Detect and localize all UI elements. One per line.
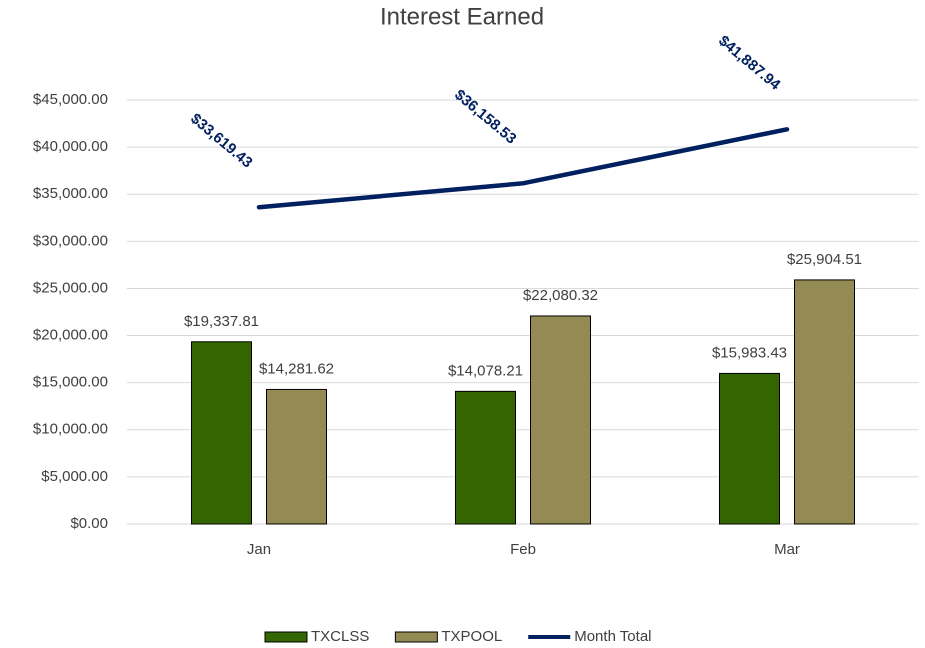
bar-value-label: $22,080.32 — [523, 287, 598, 304]
y-tick-label: $25,000.00 — [33, 279, 108, 296]
bar — [191, 341, 252, 525]
line — [256, 127, 790, 210]
y-tick-label: $0.00 — [70, 515, 108, 532]
bar-value-label: $14,078.21 — [448, 362, 523, 379]
y-tick-label: $45,000.00 — [33, 91, 108, 108]
bar-value-label: $15,983.43 — [712, 344, 787, 361]
x-tick-label: Jan — [247, 541, 271, 558]
bar-value-label: $14,281.62 — [259, 360, 334, 377]
y-tick-label: $5,000.00 — [41, 468, 108, 485]
line-value-label: $33,619.43 — [187, 110, 255, 171]
chart-title: Interest Earned — [380, 3, 544, 30]
bar — [530, 315, 591, 525]
bar-value-label: $25,904.51 — [787, 251, 862, 268]
y-tick-label: $10,000.00 — [33, 421, 108, 438]
x-tick-label: Mar — [774, 541, 800, 558]
y-tick-label: $20,000.00 — [33, 327, 108, 344]
bar — [719, 372, 780, 525]
y-tick-label: $30,000.00 — [33, 232, 108, 249]
line-value-label: $36,158.53 — [451, 86, 519, 147]
bar — [794, 279, 855, 525]
bar — [455, 390, 516, 525]
legend-swatch — [264, 631, 308, 643]
x-tick-label: Feb — [510, 541, 536, 558]
y-tick-label: $35,000.00 — [33, 185, 108, 202]
legend-swatch — [394, 631, 438, 643]
bar — [266, 388, 327, 525]
line-value-label: $41,887.94 — [715, 32, 784, 94]
legend-label: Month Total — [574, 628, 651, 645]
y-tick-label: $15,000.00 — [33, 374, 108, 391]
legend-label: TXPOOL — [441, 628, 502, 645]
y-tick-label: $40,000.00 — [33, 138, 108, 155]
bar-value-label: $19,337.81 — [184, 313, 259, 330]
legend-label: TXCLSS — [311, 628, 369, 645]
